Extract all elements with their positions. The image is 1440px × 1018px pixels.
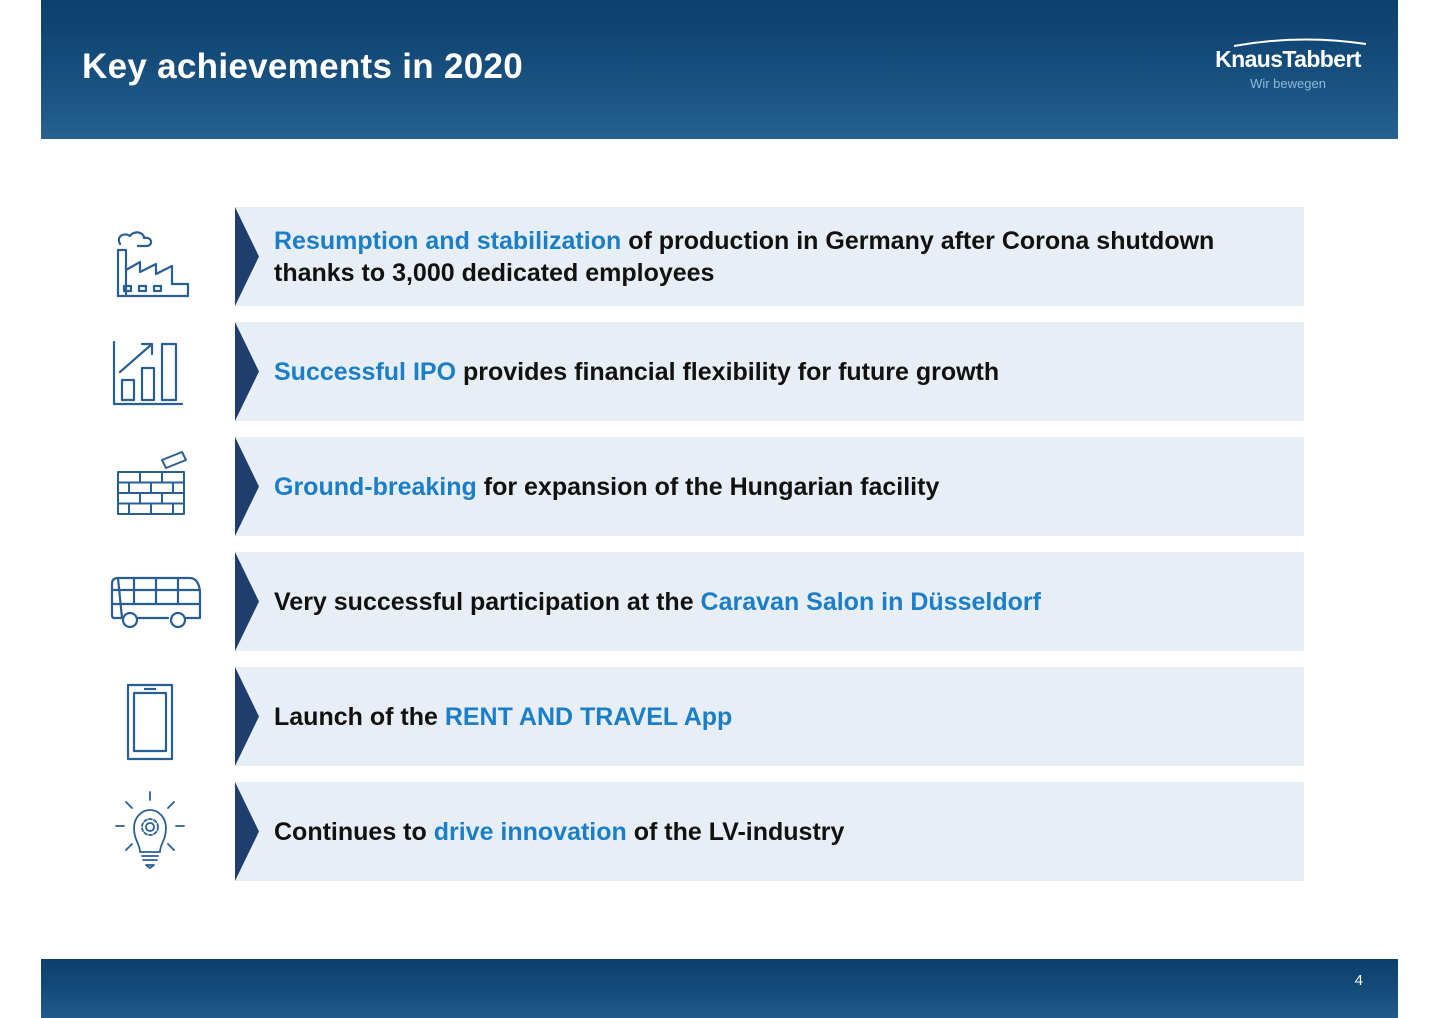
achievement-text-segment: of production in Germany after Corona sh…: [274, 226, 1215, 287]
chevron-right-icon: [235, 207, 259, 306]
achievement-text-segment: provides financial flexibility for futur…: [456, 357, 1000, 386]
achievement-item: Resumption and stabilization of producti…: [235, 207, 1304, 306]
logo-wordmark: KnausTabbert: [1215, 46, 1361, 72]
achievement-highlight: Resumption and stabilization: [274, 226, 622, 255]
achievement-text: Resumption and stabilization of producti…: [274, 225, 1268, 289]
header-bar: Key achievements in 2020 KnausTabbert Wi…: [41, 0, 1398, 139]
chevron-right-icon: [235, 552, 259, 651]
achievement-highlight: RENT AND TRAVEL App: [444, 702, 733, 731]
achievement-text-segment: Continues to: [274, 817, 434, 846]
smartphone-icon: [124, 682, 176, 762]
achievement-item: Launch of the RENT AND TRAVEL App: [235, 667, 1304, 766]
growth-chart-icon: [110, 336, 186, 410]
achievement-text: Very successful participation at the Car…: [274, 586, 1268, 618]
achievement-item: Ground-breaking for expansion of the Hun…: [235, 437, 1304, 536]
achievement-text-segment: Launch of the: [274, 702, 445, 731]
company-logo: KnausTabbert Wir bewegen: [1208, 36, 1368, 96]
brick-wall-icon: [112, 448, 190, 518]
achievement-highlight: Successful IPO: [274, 357, 457, 386]
factory-icon: [110, 228, 192, 302]
achievement-highlight: Ground-breaking: [274, 472, 477, 501]
achievement-item: Successful IPO provides financial flexib…: [235, 322, 1304, 421]
achievement-text-segment: for expansion of the Hungarian facility: [476, 472, 940, 501]
lightbulb-gear-icon: [112, 788, 188, 872]
achievement-text-segment: of the LV-industry: [626, 817, 845, 846]
footer-bar: 4: [41, 959, 1398, 1018]
logo-tagline: Wir bewegen: [1250, 76, 1326, 91]
achievement-text: Ground-breaking for expansion of the Hun…: [274, 471, 1268, 503]
achievement-text: Successful IPO provides financial flexib…: [274, 356, 1268, 388]
chevron-right-icon: [235, 667, 259, 766]
achievement-item: Very successful participation at the Car…: [235, 552, 1304, 651]
page-number: 4: [1354, 972, 1363, 989]
bus-icon: [108, 574, 204, 630]
chevron-right-icon: [235, 782, 259, 881]
achievement-item: Continues to drive innovation of the LV-…: [235, 782, 1304, 881]
achievement-highlight: drive innovation: [433, 817, 627, 846]
slide-title: Key achievements in 2020: [82, 47, 524, 86]
achievement-highlight: Caravan Salon in Düsseldorf: [700, 587, 1041, 616]
chevron-right-icon: [235, 322, 259, 421]
achievement-text-segment: Very successful participation at the: [274, 587, 701, 616]
chevron-right-icon: [235, 437, 259, 536]
achievement-text: Launch of the RENT AND TRAVEL App: [274, 701, 1268, 733]
logo-arc-icon: [1233, 38, 1367, 47]
achievement-text: Continues to drive innovation of the LV-…: [274, 816, 1268, 848]
